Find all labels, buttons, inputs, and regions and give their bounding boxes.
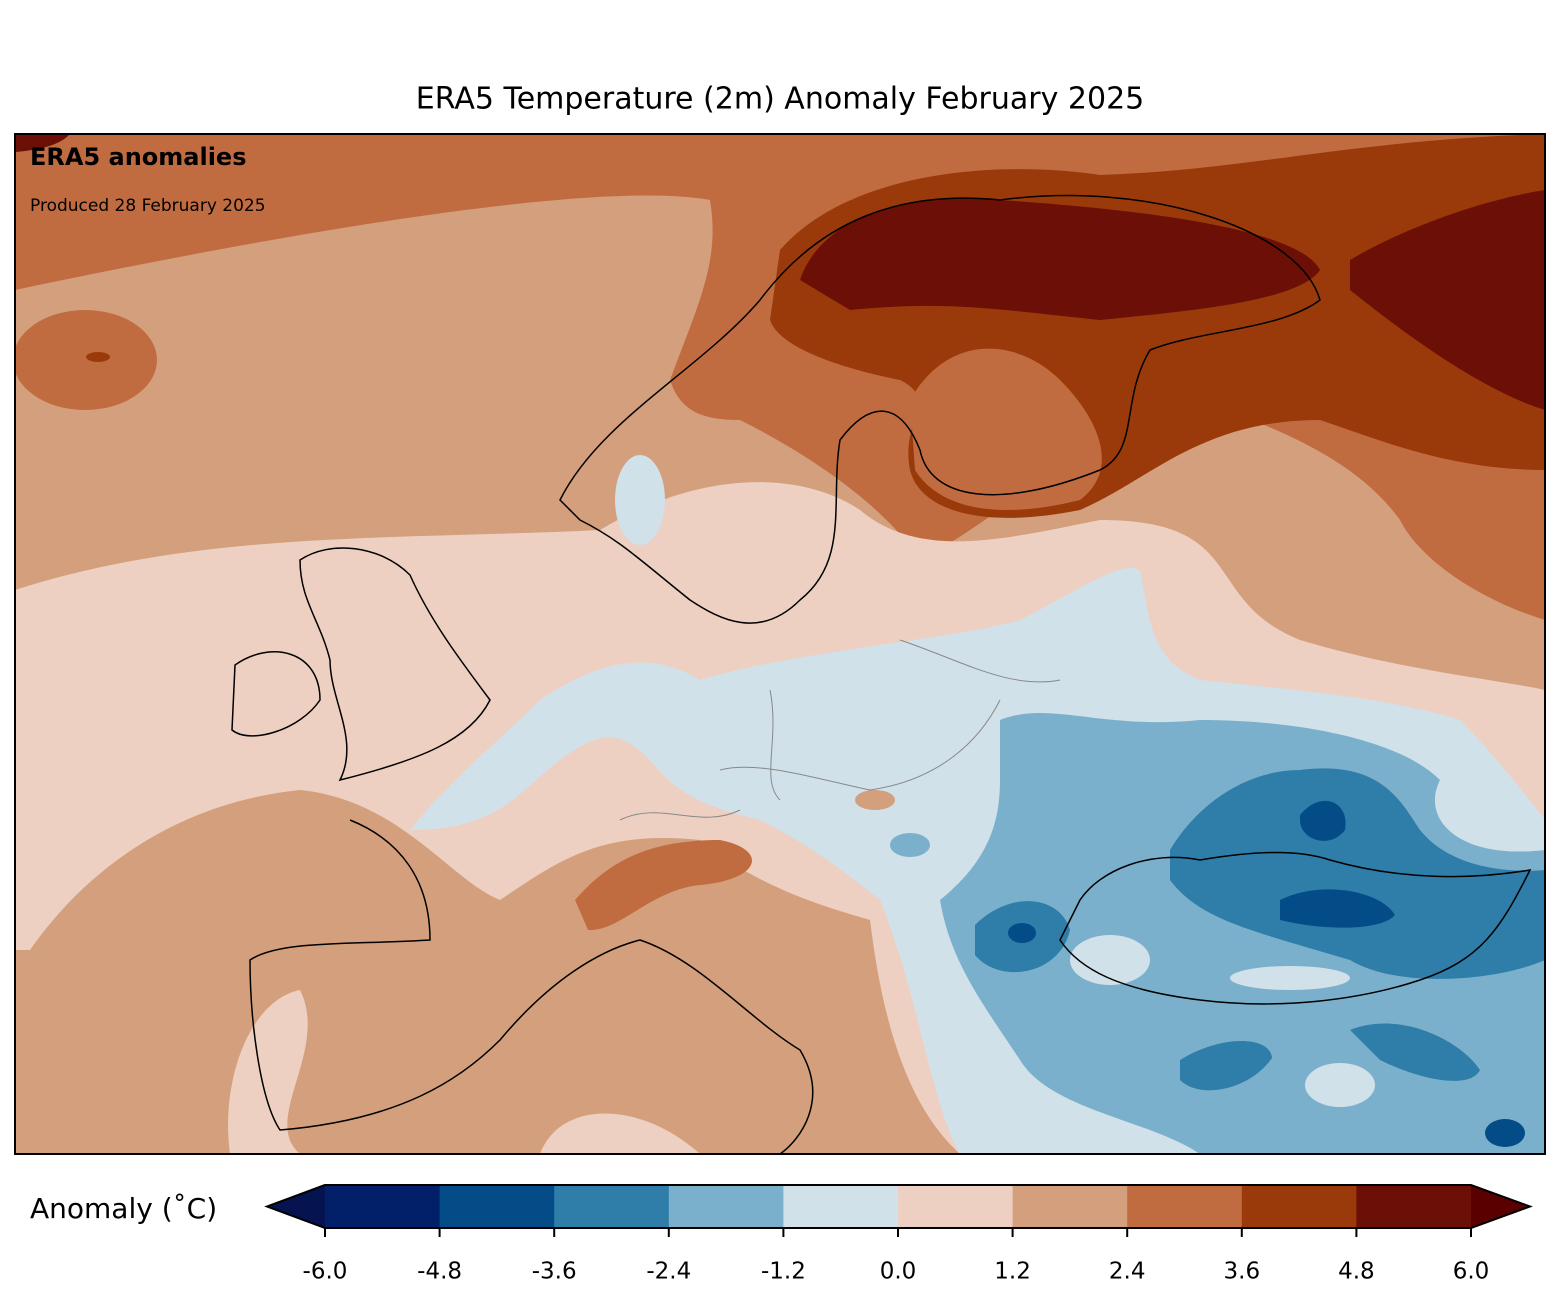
anomaly-region: [890, 833, 930, 857]
anomaly-region: [1170, 768, 1545, 979]
colorbar-segment: [1127, 1185, 1243, 1228]
colorbar-segment: [1241, 1185, 1357, 1228]
coastline: [1059, 851, 1532, 1005]
colorbar-tick-label: -4.8: [417, 1259, 462, 1285]
anomaly-region: [1280, 889, 1395, 928]
anomaly-region: [575, 840, 753, 931]
anomaly-region: [1485, 1119, 1525, 1147]
colorbar-segment: [1012, 1185, 1128, 1228]
anomaly-region: [910, 348, 1102, 510]
colorbar-under: [267, 1185, 325, 1228]
colorbar-segment: [668, 1185, 784, 1228]
anomaly-region: [1070, 935, 1150, 985]
anomaly-region: [15, 310, 157, 410]
anomaly-region: [800, 198, 1320, 320]
map: [15, 134, 1545, 1154]
colorbar-segment: [783, 1185, 899, 1228]
anomaly-region: [1008, 923, 1036, 943]
coastline: [231, 651, 321, 737]
colorbar: -6.0 -4.8 -3.6 -2.4 -1.2 0.0 1.2 2.4 3.6 4.8 6.0: [264, 1184, 1533, 1285]
colorbar-tick-label: 6.0: [1453, 1259, 1490, 1285]
anomaly-region: [540, 1113, 700, 1154]
colorbar-label: Anomaly (˚C): [30, 1192, 217, 1225]
colorbar-segment: [898, 1185, 1014, 1228]
anomaly-region: [855, 790, 895, 810]
anomaly-region: [1350, 1023, 1480, 1081]
colorbar-segment: [1356, 1185, 1472, 1228]
coastline: [299, 547, 491, 782]
map-frame: [14, 133, 1546, 1155]
colorbar-tick-label: 1.2: [994, 1259, 1031, 1285]
coastline: [249, 819, 814, 1154]
colorbar-segment: [325, 1185, 441, 1228]
anomaly-region: [1230, 966, 1350, 990]
colorbar-tick-label: -2.4: [646, 1259, 691, 1285]
product-label: ERA5 anomalies: [30, 143, 247, 171]
anomaly-region: [228, 990, 308, 1154]
colorbar-segment: [554, 1185, 670, 1228]
anomaly-region: [1180, 1040, 1272, 1091]
coastline: [559, 194, 1321, 624]
produced-date: Produced 28 February 2025: [30, 196, 266, 216]
colorbar-tick-label: -3.6: [532, 1259, 577, 1285]
anomaly-region: [86, 352, 110, 362]
colorbar-over: [1471, 1185, 1530, 1228]
colorbar-tick-label: -1.2: [761, 1259, 806, 1285]
colorbar-tick-label: 4.8: [1338, 1259, 1375, 1285]
colorbar-segment: [439, 1185, 555, 1228]
colorbar-tick-label: 0.0: [880, 1259, 917, 1285]
colorbar-tick-label: 3.6: [1224, 1259, 1261, 1285]
anomaly-region: [1300, 800, 1346, 841]
colorbar-tick-label: -6.0: [303, 1259, 348, 1285]
anomaly-region: [1350, 190, 1545, 410]
anomaly-region: [15, 134, 70, 152]
map-title: ERA5 Temperature (2m) Anomaly February 2…: [416, 82, 1145, 117]
anomaly-region: [615, 455, 665, 545]
anomaly-region: [1305, 1063, 1375, 1107]
country-border: [619, 639, 1061, 821]
colorbar-tick-label: 2.4: [1109, 1259, 1146, 1285]
